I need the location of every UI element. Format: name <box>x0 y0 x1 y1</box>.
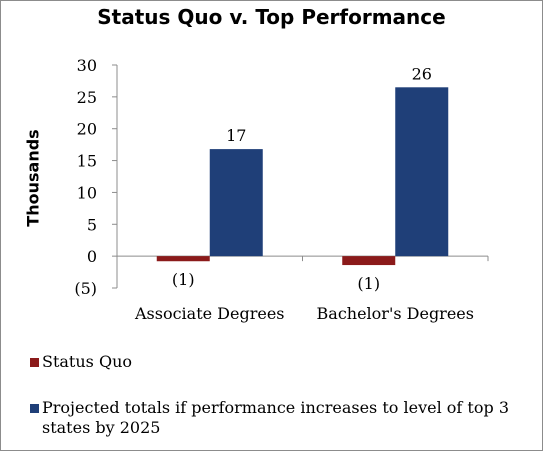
legend-item-status-quo: Status Quo <box>30 352 132 371</box>
legend-swatch-status-quo <box>30 358 39 367</box>
data-label: 17 <box>226 126 246 145</box>
y-tick-label: 30 <box>77 56 97 75</box>
y-tick-label: (5) <box>74 279 97 298</box>
y-tick-label: 0 <box>87 247 97 266</box>
bar-status-quo <box>156 256 210 262</box>
y-tick-label: 15 <box>77 152 97 171</box>
data-label: (1) <box>172 270 195 289</box>
y-tick-label: 5 <box>87 215 97 234</box>
data-label: (1) <box>357 274 380 293</box>
legend-label-projected: Projected totals if performance increase… <box>42 398 509 437</box>
x-category-label: Bachelor's Degrees <box>317 304 474 323</box>
x-category-label: Associate Degrees <box>134 304 285 323</box>
legend-swatch-projected <box>30 404 39 413</box>
bar-projected <box>395 87 449 257</box>
y-tick-label: 20 <box>77 120 97 139</box>
plot-area: 30 25 20 15 10 5 0 (5) Associate Degrees (1) 17 Bac… <box>74 56 489 323</box>
bar-status-quo <box>342 256 396 266</box>
legend-label-status-quo: Status Quo <box>42 352 133 371</box>
y-tick-label: 10 <box>77 183 97 202</box>
data-label: 26 <box>412 64 432 83</box>
bar-projected <box>209 149 263 257</box>
legend-item-projected: Projected totals if performance increase… <box>30 398 530 438</box>
chart-title: Status Quo v. Top Performance <box>97 5 446 29</box>
y-tick-label: 25 <box>77 88 97 107</box>
